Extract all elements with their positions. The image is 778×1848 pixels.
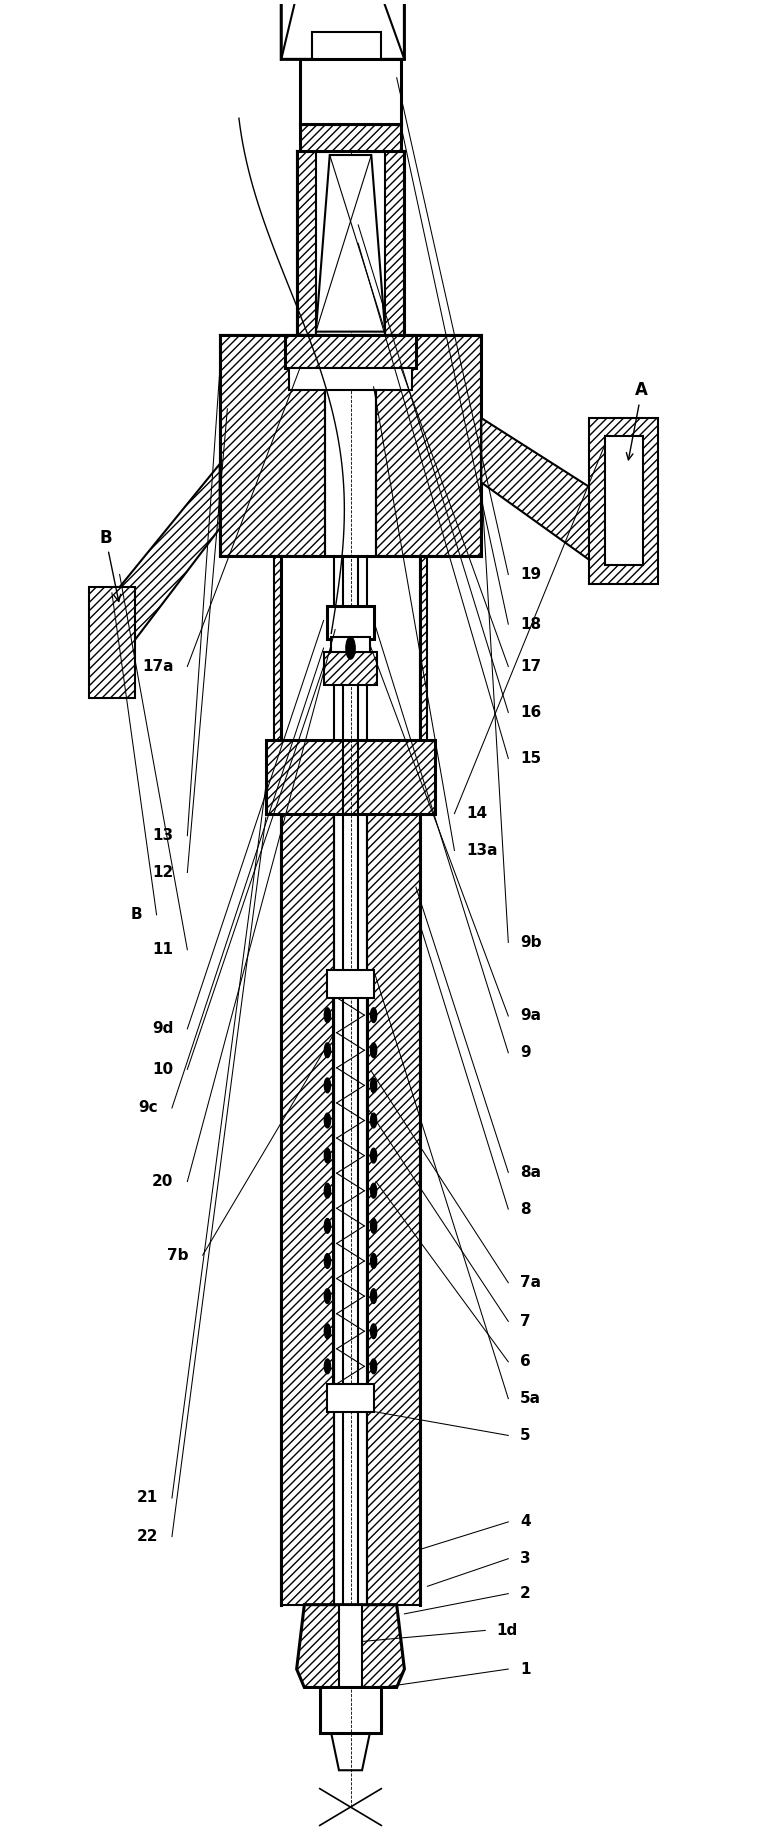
Text: 15: 15 bbox=[520, 750, 541, 765]
Polygon shape bbox=[219, 334, 325, 556]
Circle shape bbox=[370, 1218, 377, 1233]
Text: 17: 17 bbox=[520, 660, 541, 675]
Circle shape bbox=[324, 1253, 331, 1268]
Circle shape bbox=[324, 1288, 331, 1303]
Text: 8a: 8a bbox=[520, 1164, 541, 1179]
Text: 16: 16 bbox=[520, 704, 541, 721]
Circle shape bbox=[370, 1288, 377, 1303]
Circle shape bbox=[324, 1042, 331, 1057]
Circle shape bbox=[324, 1077, 331, 1092]
Polygon shape bbox=[89, 588, 135, 699]
Polygon shape bbox=[385, 152, 405, 334]
Text: 13: 13 bbox=[152, 828, 173, 843]
Text: 8: 8 bbox=[520, 1201, 531, 1216]
Polygon shape bbox=[316, 155, 385, 331]
Circle shape bbox=[346, 638, 355, 660]
Bar bbox=[605, 436, 643, 565]
Circle shape bbox=[324, 1112, 331, 1127]
Bar bbox=[289, 368, 412, 390]
Circle shape bbox=[370, 1253, 377, 1268]
Circle shape bbox=[324, 1007, 331, 1022]
Polygon shape bbox=[376, 334, 482, 556]
Text: 19: 19 bbox=[520, 567, 541, 582]
Polygon shape bbox=[281, 0, 405, 59]
Circle shape bbox=[370, 1077, 377, 1092]
Polygon shape bbox=[589, 418, 658, 584]
Text: 6: 6 bbox=[520, 1355, 531, 1369]
Text: 4: 4 bbox=[520, 1514, 531, 1530]
Bar bbox=[320, 1604, 381, 1733]
Circle shape bbox=[370, 1183, 377, 1198]
Circle shape bbox=[370, 1007, 377, 1022]
Circle shape bbox=[370, 1323, 377, 1338]
Text: 2: 2 bbox=[520, 1586, 531, 1600]
Polygon shape bbox=[331, 1733, 370, 1770]
Circle shape bbox=[370, 1112, 377, 1127]
Polygon shape bbox=[482, 418, 597, 565]
Circle shape bbox=[370, 1358, 377, 1373]
Text: 9: 9 bbox=[520, 1046, 531, 1061]
Bar bbox=[266, 739, 435, 813]
Text: 9b: 9b bbox=[520, 935, 541, 950]
Text: 1d: 1d bbox=[497, 1623, 518, 1637]
Circle shape bbox=[370, 1042, 377, 1057]
Polygon shape bbox=[296, 152, 316, 334]
Text: 9a: 9a bbox=[520, 1009, 541, 1024]
Text: 14: 14 bbox=[466, 806, 487, 821]
Polygon shape bbox=[281, 813, 334, 1604]
Text: 9d: 9d bbox=[152, 1022, 173, 1037]
Text: 1: 1 bbox=[520, 1661, 531, 1676]
Bar bbox=[328, 1384, 373, 1412]
Text: 13a: 13a bbox=[466, 843, 497, 857]
Polygon shape bbox=[367, 813, 420, 1604]
Circle shape bbox=[370, 1148, 377, 1162]
Text: 20: 20 bbox=[152, 1173, 173, 1188]
Polygon shape bbox=[296, 1604, 405, 1687]
Bar bbox=[324, 652, 377, 686]
Text: 21: 21 bbox=[137, 1491, 158, 1506]
Bar bbox=[339, 1604, 362, 1687]
Polygon shape bbox=[274, 556, 281, 739]
Bar bbox=[328, 606, 373, 639]
Bar bbox=[312, 31, 381, 59]
Bar bbox=[331, 638, 370, 652]
Polygon shape bbox=[112, 464, 219, 671]
Circle shape bbox=[324, 1148, 331, 1162]
Circle shape bbox=[324, 1218, 331, 1233]
Circle shape bbox=[324, 1183, 331, 1198]
Text: 7: 7 bbox=[520, 1314, 531, 1329]
Text: 7b: 7b bbox=[167, 1247, 189, 1262]
Text: 5: 5 bbox=[520, 1429, 531, 1443]
Text: 18: 18 bbox=[520, 617, 541, 632]
Text: 3: 3 bbox=[520, 1550, 531, 1567]
Polygon shape bbox=[420, 556, 427, 739]
Bar bbox=[285, 334, 416, 368]
Text: 7a: 7a bbox=[520, 1275, 541, 1290]
Text: B: B bbox=[100, 529, 121, 601]
Text: 11: 11 bbox=[152, 942, 173, 957]
Circle shape bbox=[324, 1358, 331, 1373]
Text: A: A bbox=[626, 381, 648, 460]
Bar bbox=[300, 124, 401, 152]
Text: B: B bbox=[131, 907, 142, 922]
Text: 22: 22 bbox=[137, 1528, 158, 1545]
Bar bbox=[328, 970, 373, 998]
Text: 12: 12 bbox=[152, 865, 173, 880]
Text: 9c: 9c bbox=[138, 1100, 158, 1116]
Text: 10: 10 bbox=[152, 1063, 173, 1077]
Text: 5a: 5a bbox=[520, 1392, 541, 1406]
Bar bbox=[300, 59, 401, 124]
Text: 17a: 17a bbox=[142, 660, 173, 675]
Circle shape bbox=[324, 1323, 331, 1338]
